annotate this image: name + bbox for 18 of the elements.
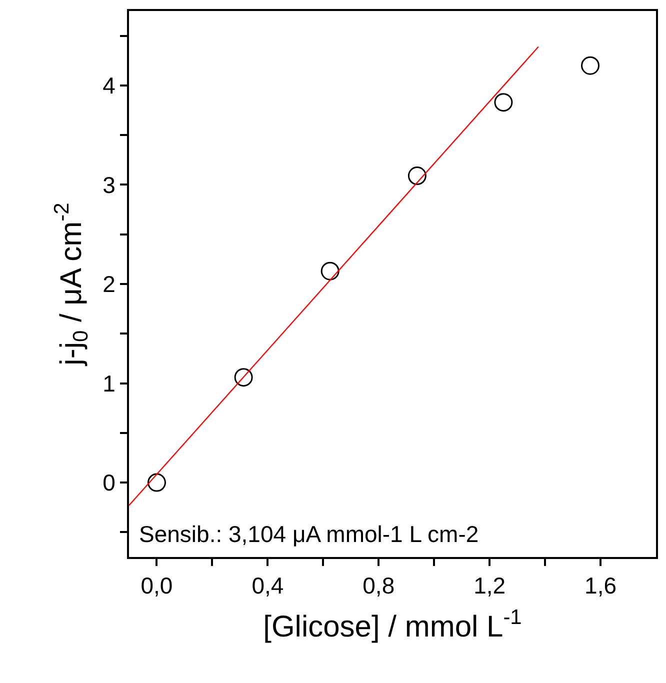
point	[234, 368, 253, 387]
x-tick-label: 1,2	[474, 572, 506, 599]
point	[494, 93, 513, 112]
point	[148, 473, 166, 492]
x-tick-label: 0,0	[140, 572, 173, 599]
x-tick-label: 1,6	[584, 572, 617, 599]
annotation: Sensib.: 3,104 μA mmol-1 L cm-2	[139, 521, 479, 547]
y-tick-label: 1	[102, 370, 116, 396]
point	[581, 56, 600, 75]
y-tick-label: 2	[102, 271, 116, 298]
y-tick-label: 3	[102, 172, 116, 198]
x-tick-label: 0,8	[362, 572, 395, 599]
x-tick-label: 0,4	[252, 572, 284, 599]
y-tick-label: 4	[102, 72, 116, 98]
x-axis-title: [Glicose] / mmol L$^{-1}$	[263, 606, 522, 644]
point	[408, 166, 426, 186]
y-tick-label: 0	[102, 470, 116, 496]
point	[320, 262, 340, 280]
